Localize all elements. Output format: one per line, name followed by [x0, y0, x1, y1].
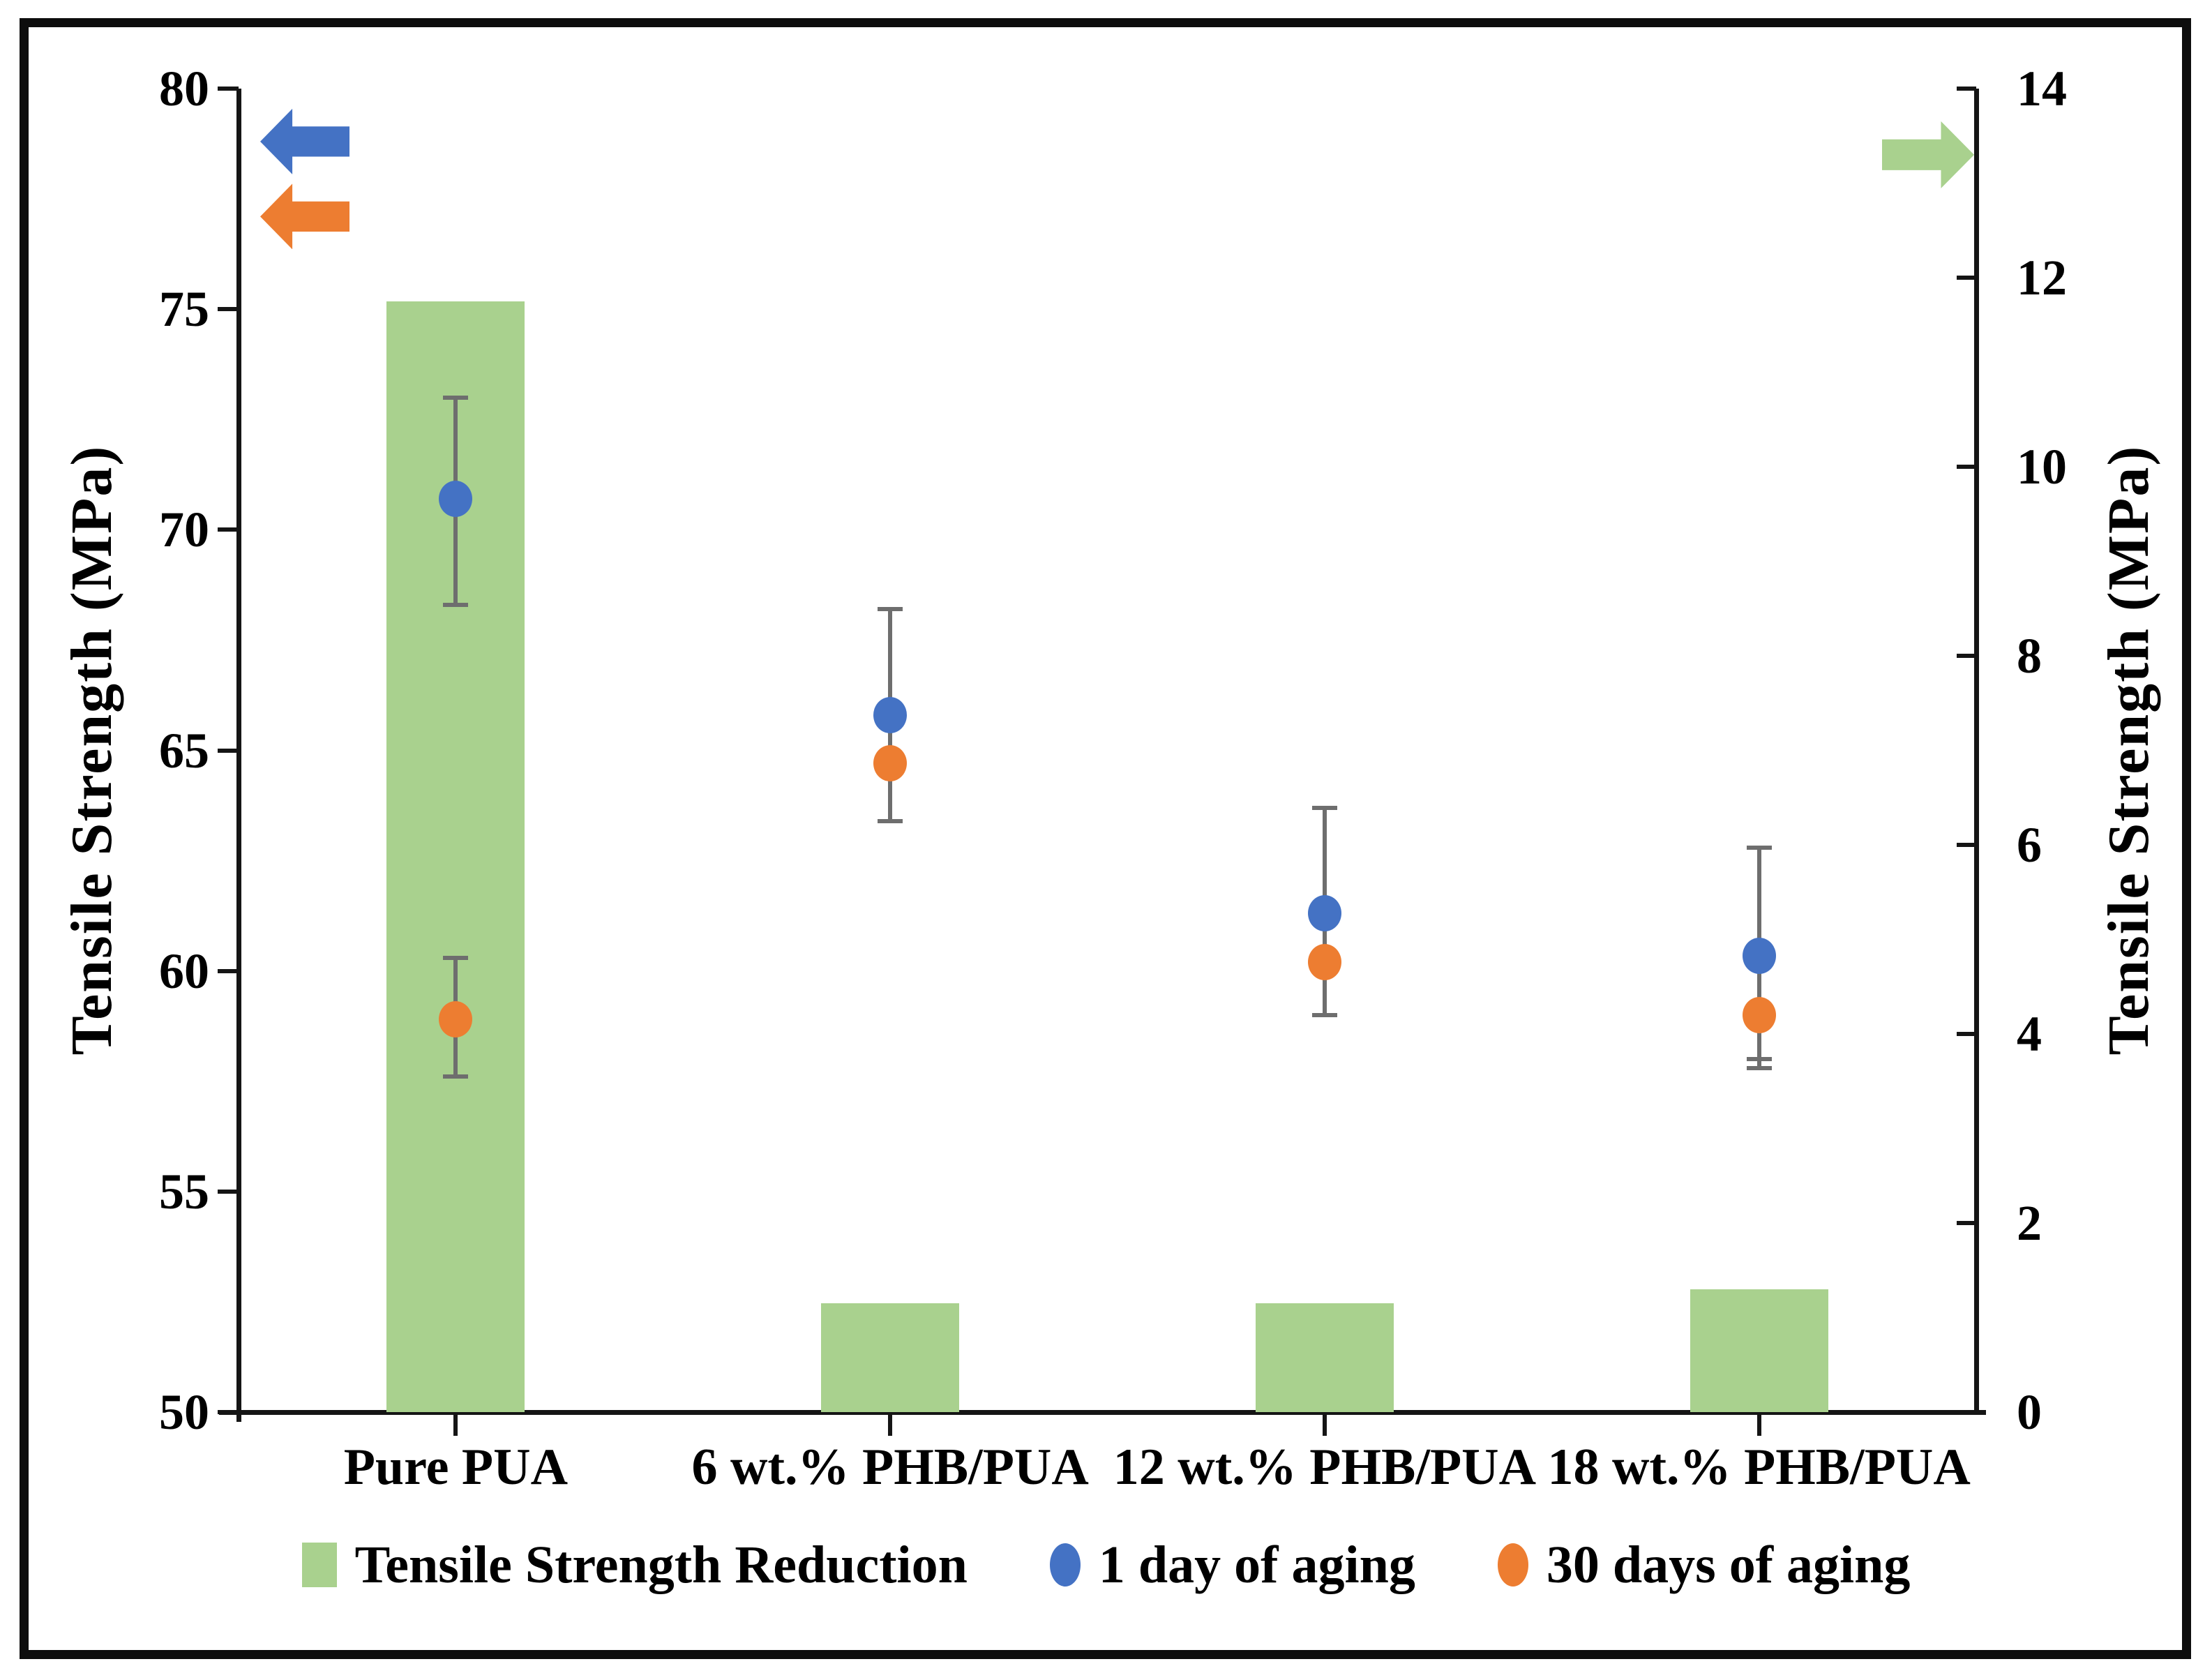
- right-axis-tick-label: 14: [2017, 61, 2067, 117]
- point-1day-1: [439, 481, 473, 518]
- error-bar-cap-bottom: [443, 602, 469, 607]
- left-axis-tick-label: 60: [159, 943, 209, 999]
- left-axis-tick-label: 80: [159, 61, 209, 117]
- right-axis-title: Tensile Strength (MPa): [2096, 444, 2161, 1056]
- point-30days-4: [1742, 996, 1776, 1033]
- right-axis-tick-label: 12: [2017, 250, 2067, 306]
- error-bar-cap-top: [1311, 805, 1337, 810]
- point-30days-1: [439, 1001, 473, 1038]
- legend-item-3: 30 days of aging: [1497, 1534, 1911, 1596]
- right-axis-tick: [1957, 1221, 1976, 1225]
- x-category-label: 12 wt.% PHB/PUA: [1113, 1439, 1537, 1496]
- point-30days-2: [873, 745, 908, 782]
- right-axis-tick-label: 10: [2017, 439, 2067, 495]
- point-30days-3: [1307, 944, 1341, 981]
- bar-4: [1690, 1289, 1828, 1412]
- left-axis-tick: [218, 1410, 239, 1414]
- left-axis-tick: [218, 527, 239, 532]
- error-bar-cap-top: [443, 955, 469, 960]
- right-axis-tick-label: 8: [2017, 628, 2042, 684]
- right-axis-tick-label: 2: [2017, 1195, 2042, 1251]
- right-axis-tick-label: 4: [2017, 1006, 2042, 1062]
- left-axis-tick: [218, 307, 239, 312]
- left-axis-tick-label: 65: [159, 722, 209, 779]
- right-axis-line: [1974, 89, 1979, 1415]
- legend-item-1: Tensile Strength Reduction: [301, 1534, 968, 1596]
- right-axis-tick: [1957, 843, 1976, 847]
- x-axis-tick: [888, 1412, 893, 1436]
- left-axis-tick-label: 50: [159, 1384, 209, 1440]
- left-axis-tick: [218, 748, 239, 753]
- error-bar-cap-bottom: [1311, 1012, 1337, 1017]
- left-axis-line: [236, 89, 241, 1422]
- legend-label: Tensile Strength Reduction: [354, 1536, 968, 1594]
- error-bar-cap-top: [878, 607, 903, 612]
- x-axis-tick: [1322, 1412, 1327, 1436]
- legend-circle-icon: [1049, 1543, 1081, 1587]
- right-axis-tick: [1957, 276, 1976, 280]
- x-axis-tick: [453, 1412, 458, 1436]
- right-axis-tick-label: 6: [2017, 817, 2042, 873]
- legend-square-icon: [301, 1543, 337, 1587]
- error-bar-cap-top: [1746, 845, 1772, 850]
- point-1day-3: [1307, 895, 1341, 932]
- error-bar-cap-bottom: [443, 1074, 469, 1079]
- left-axis-tick: [218, 968, 239, 973]
- legend: Tensile Strength Reduction 1 day of aging…: [49, 1520, 2163, 1610]
- x-axis-line: [219, 1410, 1986, 1415]
- right-axis-tick: [1957, 1032, 1976, 1036]
- error-bar-cap-bottom: [1746, 1065, 1772, 1070]
- right-axis-tick-label: 0: [2017, 1384, 2042, 1440]
- left-axis-tick: [218, 87, 239, 91]
- x-axis-tick: [1756, 1412, 1761, 1436]
- figure-border: [20, 18, 2191, 1659]
- point-1day-2: [873, 696, 908, 733]
- x-category-label: Pure PUA: [343, 1439, 569, 1496]
- legend-label: 1 day of aging: [1098, 1536, 1415, 1594]
- left-axis-tick-label: 75: [159, 281, 209, 338]
- left-axis-tick: [218, 1189, 239, 1194]
- point-1day-4: [1742, 937, 1776, 974]
- x-category-label: 6 wt.% PHB/PUA: [691, 1439, 1089, 1496]
- legend-item-2: 1 day of aging: [1049, 1534, 1415, 1596]
- left-axis-tick-label: 55: [159, 1163, 209, 1220]
- legend-circle-icon: [1497, 1543, 1528, 1587]
- right-axis-tick: [1957, 465, 1976, 469]
- right-axis-tick: [1957, 87, 1976, 91]
- error-bar-cap-bottom: [878, 818, 903, 823]
- left-axis-tick-label: 70: [159, 502, 209, 558]
- bar-3: [1255, 1303, 1394, 1412]
- bar-2: [821, 1303, 960, 1412]
- right-axis-tick: [1957, 654, 1976, 658]
- error-bar-cap-top: [443, 395, 469, 400]
- legend-label: 30 days of aging: [1546, 1536, 1911, 1594]
- right-axis-tick: [1957, 1410, 1976, 1414]
- x-category-label: 18 wt.% PHB/PUA: [1547, 1439, 1971, 1496]
